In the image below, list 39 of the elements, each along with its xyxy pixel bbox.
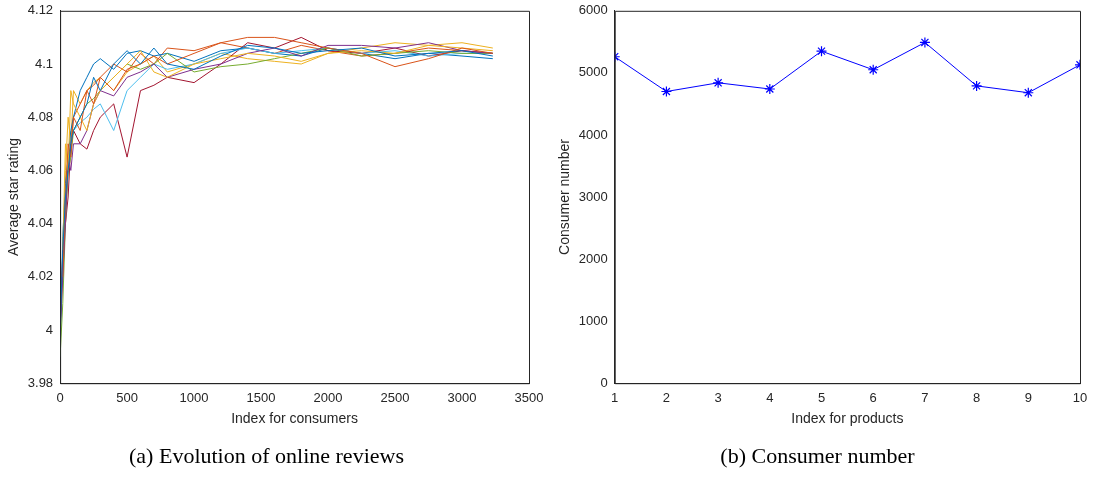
x-tick-label: 2000 (313, 389, 343, 405)
x-tick-label: 3000 (447, 389, 477, 405)
y-tick-label: 3000 (578, 188, 608, 204)
y-tick-label: 6000 (578, 2, 608, 18)
x-tick-label: 7 (921, 389, 929, 405)
x-tick-label: 10 (1072, 389, 1088, 405)
y-tick-label: 1000 (578, 312, 608, 328)
x-tick-label: 4 (766, 389, 774, 405)
x-tick-label: 500 (116, 389, 138, 405)
x-tick-label: 1000 (179, 389, 209, 405)
x-tick-label: 2 (662, 389, 671, 405)
y-tick-label: 4.06 (27, 161, 54, 177)
y-tick-label: 4000 (578, 126, 608, 142)
x-tick-label: 3 (714, 389, 722, 405)
y-tick-label: 3.98 (27, 374, 54, 390)
x-tick-label: 0 (56, 389, 64, 405)
x-tick-label: 3500 (514, 389, 544, 405)
y-tick-label: 0 (600, 374, 608, 390)
x-tick-label: 5 (817, 389, 826, 405)
y-tick-label: 4.04 (27, 215, 54, 231)
x-axis-title: Index for consumers (231, 410, 358, 427)
y-tick-label: 4.12 (27, 2, 54, 18)
y-axis-title: Average star rating (5, 137, 22, 257)
x-axis-title: Index for products (791, 410, 904, 427)
x-tick-label: 2500 (380, 389, 410, 405)
text: (b) Consumer number (720, 442, 916, 468)
x-tick-label: 1500 (246, 389, 276, 405)
x-tick-label: 1 (611, 389, 619, 405)
x-tick-label: 6 (869, 389, 877, 405)
y-tick-label: 4.08 (27, 108, 54, 124)
text: (a) Evolution of online reviews (129, 442, 404, 468)
y-tick-label: 4.1 (35, 55, 54, 71)
y-tick-label: 2000 (578, 250, 608, 266)
y-tick-label: 5000 (578, 64, 608, 80)
y-tick-label: 4.02 (27, 268, 54, 284)
x-tick-label: 8 (972, 389, 981, 405)
x-tick-label: 9 (1024, 389, 1032, 405)
y-tick-label: 4 (45, 321, 54, 337)
y-axis-title: Consumer number (556, 138, 573, 255)
